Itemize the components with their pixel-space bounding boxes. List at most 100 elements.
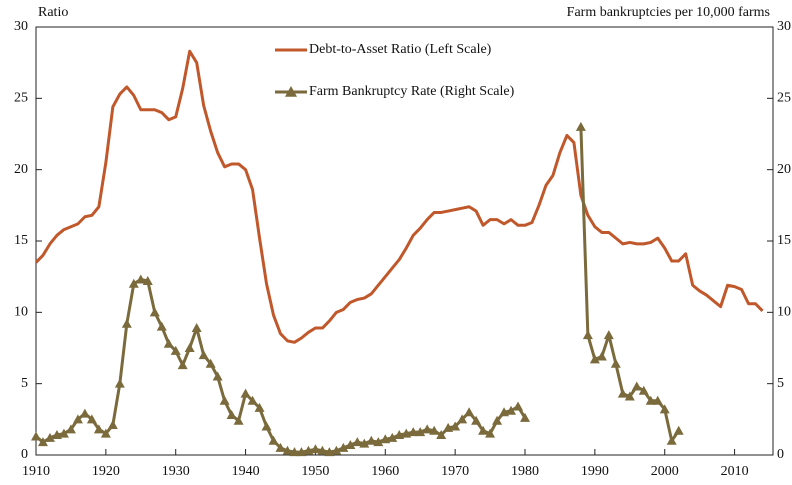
point-marker [233,415,244,425]
point-marker [93,424,104,434]
x-tick-label: 1990 [581,464,609,479]
x-tick-label: 1940 [232,464,260,479]
point-marker [275,442,286,452]
point-marker [631,381,642,391]
point-marker [254,402,265,412]
y-tick-label: 25 [14,91,28,106]
x-tick-label: 1930 [162,464,190,479]
point-marker [261,421,272,431]
point-marker [373,437,384,447]
point-marker [289,447,300,457]
point-marker [163,338,174,348]
y-tick-label: 20 [14,162,28,177]
point-marker [177,360,188,370]
point-marker [184,343,195,352]
point-marker [338,442,349,452]
point-marker [352,437,363,447]
y2-tick-label: 5 [777,376,784,391]
x-tick-label: 2010 [721,464,749,479]
point-marker [156,321,167,331]
x-tick-label: 2000 [651,464,679,479]
y-tick-label: 10 [14,305,28,320]
series-line [35,126,680,454]
point-marker [610,358,621,368]
point-marker [408,427,419,437]
point-marker [58,428,69,438]
point-marker [603,330,614,340]
y2-tick-label: 20 [777,162,791,177]
x-tick-label: 1910 [22,464,50,479]
point-marker [268,435,279,445]
series-line [34,49,764,344]
point-marker [142,275,153,285]
point-marker [596,351,607,361]
point-marker [659,404,670,414]
point-marker [205,358,216,368]
point-marker [310,444,321,454]
point-marker [191,323,202,333]
point-marker [471,415,482,425]
point-marker [645,395,656,405]
point-marker [387,432,398,442]
point-marker [457,414,468,424]
point-marker [72,414,83,424]
point-marker [170,345,181,355]
y-tick-label: 0 [21,447,28,462]
point-marker [198,350,209,360]
legend-label: Debt-to-Asset Ratio (Left Scale) [309,42,492,57]
point-marker [121,318,132,328]
y-tick-label: 5 [21,376,28,391]
y2-axis-label: Farm bankruptcies per 10,000 farms [567,5,770,20]
point-marker [107,420,118,430]
point-marker [219,395,230,405]
point-marker [247,395,258,405]
y2-tick-label: 30 [777,19,791,34]
point-marker [666,435,677,445]
point-marker [359,438,370,448]
point-marker [114,378,125,388]
point-marker [582,330,593,340]
point-marker [37,437,48,447]
x-tick-label: 1960 [371,464,399,479]
point-marker [212,371,223,381]
legend-label: Farm Bankruptcy Rate (Right Scale) [309,84,515,99]
point-marker [638,385,649,395]
point-marker [149,307,160,317]
point-marker [492,415,503,425]
x-tick-label: 1950 [301,464,329,479]
point-marker [422,424,433,434]
point-marker [464,407,475,417]
point-marker [100,428,111,438]
point-marker [485,428,496,438]
y-axis-label: Ratio [38,5,68,20]
point-marker [450,421,461,431]
point-marker [240,388,251,398]
point-marker [317,445,328,455]
point-marker [436,430,447,440]
y2-tick-label: 0 [777,447,784,462]
legend-marker [285,86,297,97]
y2-tick-label: 10 [777,305,791,320]
point-marker [624,391,635,401]
point-marker [31,431,41,441]
point-marker [478,425,489,435]
x-tick-label: 1970 [441,464,469,479]
point-marker [575,121,586,131]
point-marker [345,440,356,450]
point-marker [617,388,628,398]
y2-tick-label: 15 [777,233,791,248]
point-marker [506,405,517,415]
point-marker [86,414,97,424]
y2-tick-label: 25 [777,91,791,106]
point-marker [589,354,600,364]
point-marker [652,395,663,405]
point-marker [128,278,139,288]
point-marker [520,412,531,422]
point-marker [79,408,90,418]
point-marker [673,425,684,435]
point-marker [415,427,426,437]
y-tick-label: 15 [14,233,28,248]
point-marker [331,445,342,455]
point-marker [429,425,440,435]
